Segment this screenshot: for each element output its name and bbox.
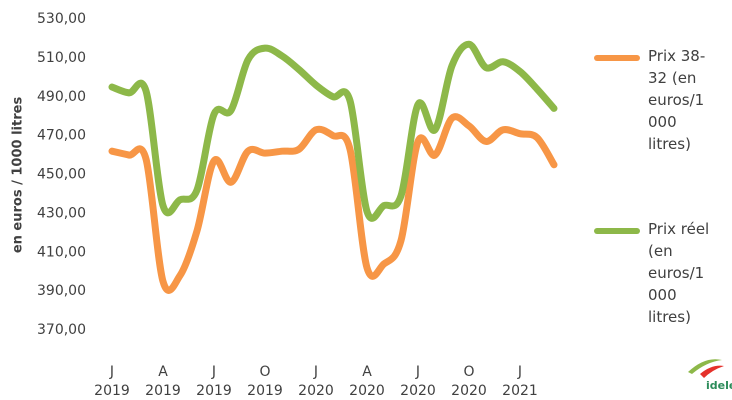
x-tick-year: 2019 — [196, 383, 232, 399]
x-tick-year: 2019 — [247, 383, 283, 399]
legend-label: Prix réel (en euros/1000 litres) — [648, 220, 710, 326]
logo: idele — [688, 359, 732, 392]
y-tick-label: 370,00 — [37, 322, 86, 338]
y-tick-label: 430,00 — [37, 205, 86, 221]
legend-entry: Prix 38-32 (en euros/1000 litres) — [594, 45, 710, 155]
y-tick-label: 450,00 — [37, 167, 86, 183]
x-tick-label: O — [259, 364, 270, 380]
x-tick-label: J — [517, 364, 522, 380]
y-tick-label: 490,00 — [37, 89, 86, 105]
logo-text: idele — [706, 379, 732, 392]
y-tick-label: 410,00 — [37, 244, 86, 260]
series-line — [108, 113, 558, 294]
x-tick-label: J — [313, 364, 318, 380]
x-tick-year: 2020 — [349, 383, 385, 399]
x-tick-year: 2020 — [400, 383, 436, 399]
series-line — [108, 40, 558, 222]
x-tick-year: 2021 — [502, 383, 538, 399]
x-tick-year: 2019 — [145, 383, 181, 399]
x-tick-label: A — [362, 364, 372, 380]
logo-swoosh — [688, 359, 722, 374]
y-tick-label: 530,00 — [37, 11, 86, 27]
y-axis-label: en euros / 1000 litres — [11, 97, 26, 254]
legend-swatch — [594, 228, 640, 234]
x-tick-label: A — [158, 364, 168, 380]
y-tick-label: 510,00 — [37, 50, 86, 66]
legend-label: Prix 38-32 (en euros/1000 litres) — [648, 47, 706, 153]
y-tick-label: 470,00 — [37, 128, 86, 144]
x-tick-year: 2020 — [298, 383, 334, 399]
legend-swatch — [594, 55, 640, 61]
logo-swoosh — [700, 365, 724, 378]
x-tick-label: J — [415, 364, 420, 380]
x-tick-year: 2020 — [451, 383, 487, 399]
legend-entry: Prix réel (en euros/1000 litres) — [594, 218, 710, 328]
x-tick-label: J — [109, 364, 114, 380]
x-tick-label: J — [211, 364, 216, 380]
y-tick-label: 390,00 — [37, 283, 86, 299]
x-tick-year: 2019 — [94, 383, 130, 399]
x-tick-label: O — [463, 364, 474, 380]
